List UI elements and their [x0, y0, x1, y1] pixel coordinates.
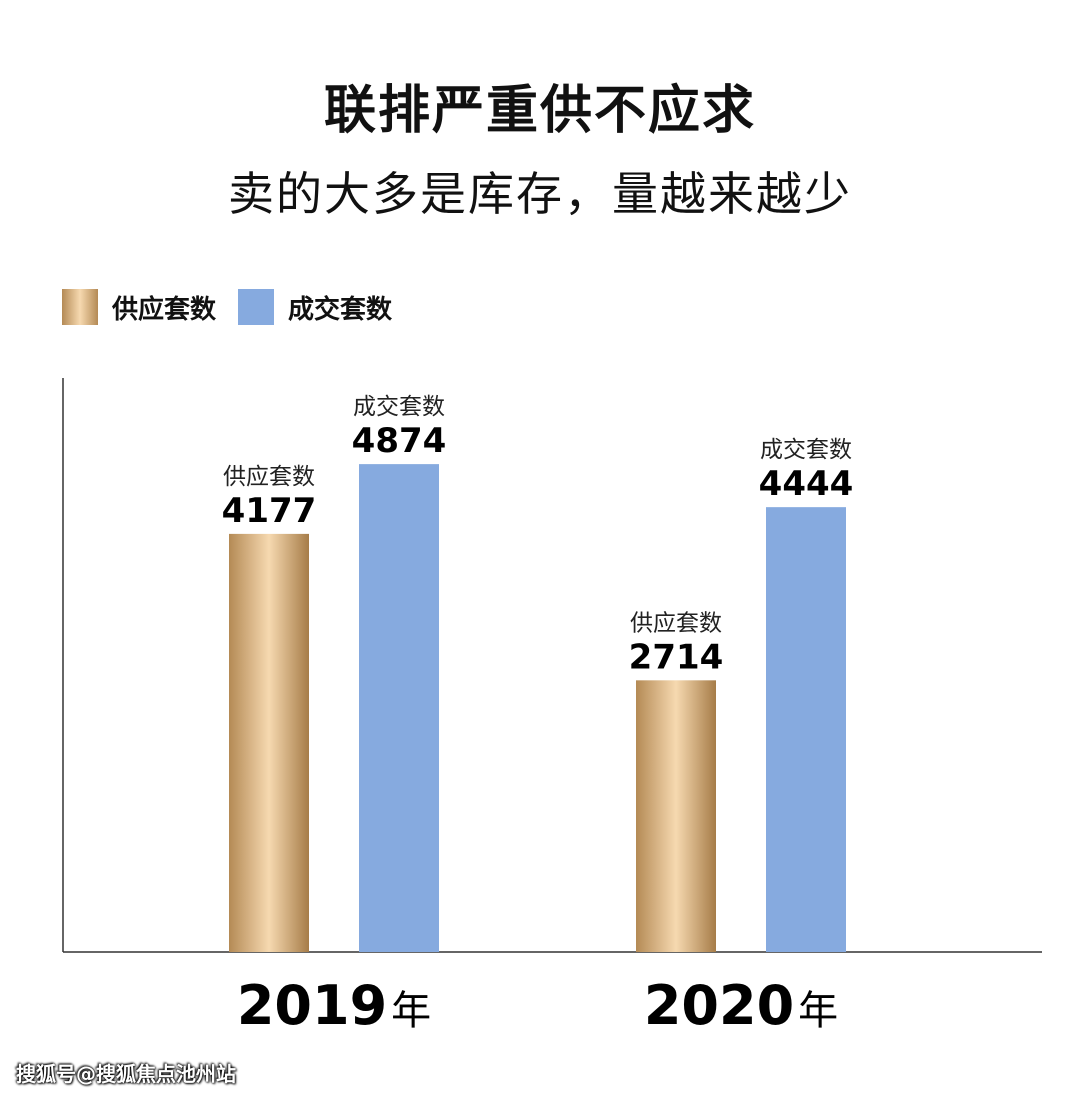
- bar-value-label: 4177: [222, 491, 317, 531]
- bar-value-label: 4874: [352, 421, 447, 461]
- x-tick-label: 2020 年: [644, 974, 838, 1037]
- bar-series-label: 供应套数: [630, 610, 722, 636]
- x-tick-label: 2019 年: [237, 974, 431, 1037]
- bar-series-label: 供应套数: [223, 464, 315, 490]
- bar-supply-2020: [636, 680, 716, 952]
- chart-subtitle: 卖的大多是库存，量越来越少: [228, 167, 852, 221]
- bar-value-label: 2714: [629, 637, 724, 677]
- legend-label-deals: 成交套数: [288, 294, 393, 325]
- bar-value-label: 4444: [759, 464, 854, 504]
- legend-swatch-supply: [62, 289, 98, 325]
- bar-series-label: 成交套数: [353, 394, 445, 420]
- legend-item-deals: 成交套数: [238, 289, 392, 326]
- chart-title: 联排严重供不应求: [323, 81, 756, 141]
- bar-deals-2019: [359, 464, 439, 952]
- bar-deals-2020: [766, 507, 846, 952]
- legend-label-supply: 供应套数: [112, 294, 217, 325]
- legend: 供应套数 成交套数: [62, 287, 414, 327]
- legend-item-supply: 供应套数: [62, 289, 216, 326]
- bar-supply-2019: [229, 533, 309, 952]
- legend-swatch-deals: [238, 289, 275, 325]
- watermark: 搜狐号@搜狐焦点池州站: [16, 1062, 236, 1086]
- bar-series-label: 成交套数: [760, 437, 852, 463]
